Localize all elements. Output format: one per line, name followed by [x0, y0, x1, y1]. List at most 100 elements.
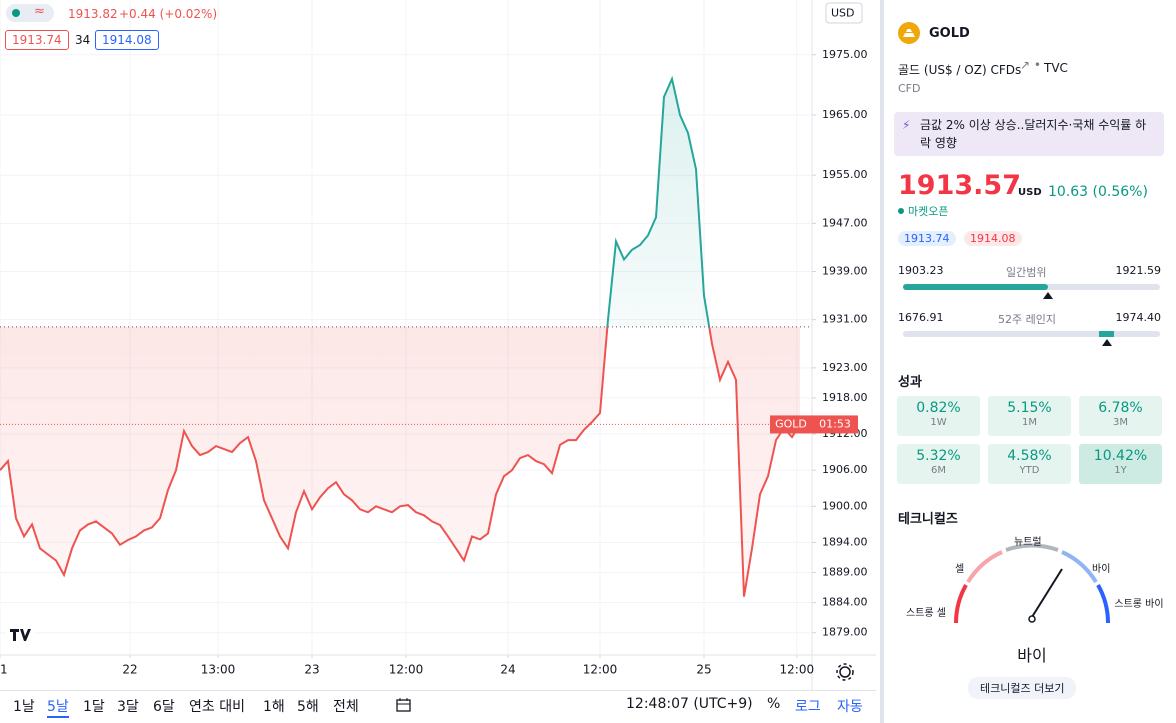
y-tick-label: 1947.00 — [822, 216, 868, 229]
year-range-fill — [1098, 331, 1115, 337]
chart: 1975.00 1965.00 1955.00 1947.00 1939.00 1931.… — [0, 0, 876, 690]
gauge-label: 뉴트럴 — [1014, 537, 1042, 548]
ask: 1914.08 — [964, 231, 1022, 246]
price-tag-label: GOLD — [775, 417, 807, 430]
range-button[interactable]: 5해 — [297, 699, 319, 715]
price-currency: USD — [1018, 187, 1042, 198]
y-tick-label: 1889.00 — [822, 566, 868, 579]
bid-box[interactable]: 1913.74 — [5, 30, 69, 50]
legend-badge[interactable]: ≈ — [6, 4, 54, 22]
countdown-tag — [812, 415, 858, 434]
status-dot — [898, 208, 904, 214]
range-button[interactable]: 연초 대비 — [189, 699, 245, 715]
performance-tile[interactable]: 5.32% 6M — [897, 444, 980, 484]
legend-change: +0.44 (+0.02%) — [119, 7, 218, 21]
tv-logo — [5, 620, 35, 650]
performance-value: 6.78% — [1098, 400, 1143, 416]
performance-tile[interactable]: 6.78% 3M — [1079, 396, 1162, 436]
range-button[interactable]: 전체 — [333, 699, 359, 715]
y-tick-label: 1918.00 — [822, 391, 868, 404]
x-tick-label: 1 — [0, 663, 8, 677]
y-tick-label: 1906.00 — [822, 463, 868, 476]
performance-period: 1M — [1022, 417, 1037, 428]
gauge-needle — [1031, 568, 1063, 618]
range-button[interactable]: 6달 — [153, 699, 175, 715]
range-button[interactable]: 5날 — [47, 696, 69, 718]
y-tick-label: 1955.00 — [822, 168, 868, 181]
divider — [0, 690, 876, 691]
x-tick-label: 13:00 — [201, 663, 236, 677]
range-button[interactable]: 1해 — [263, 699, 285, 715]
year-label: 52주 레인지 — [998, 313, 1056, 326]
y-tick-label: 1975.00 — [822, 48, 868, 61]
gauge-label: 스트롱 바이 — [1114, 599, 1164, 610]
y-tick-label: 1965.00 — [822, 108, 868, 121]
legend-icon: ≈ — [34, 4, 45, 19]
y-tick-label: 1879.00 — [822, 626, 868, 639]
price-line — [0, 75, 801, 597]
performance-tile[interactable]: 5.15% 1M — [988, 396, 1071, 436]
technicals-title: 테크니컬즈 — [898, 512, 958, 527]
settings-icon[interactable] — [836, 663, 854, 681]
range-button[interactable]: 1달 — [83, 699, 105, 715]
gauge-buy — [1061, 550, 1098, 584]
ask-box[interactable]: 1914.08 — [95, 30, 159, 50]
gauge-strong-buy — [1096, 584, 1111, 624]
external-link[interactable]: ↗ • — [1020, 58, 1041, 72]
gauge-label: 스트롱 셀 — [906, 608, 946, 619]
gauge-strong-sell — [953, 584, 968, 624]
price-change: 10.63 (0.56%) — [1048, 184, 1148, 200]
year-range-bar — [903, 331, 1160, 346]
performance-tile[interactable]: 10.42% 1Y — [1079, 444, 1162, 484]
day-low: 1903.23 — [898, 264, 944, 277]
performance-period: 6M — [931, 465, 946, 476]
baseline-area — [0, 78, 800, 597]
performance-tile[interactable]: 4.58% YTD — [988, 444, 1071, 484]
technicals-result: 바이 — [1017, 646, 1047, 665]
range-button[interactable]: 1날 — [13, 699, 35, 715]
performance-value: 4.58% — [1007, 448, 1052, 464]
performance-value: 5.15% — [1007, 400, 1052, 416]
gauge-label: 셀 — [955, 564, 965, 575]
day-label: 일간범위 — [1006, 266, 1047, 279]
x-tick-label: 23 — [304, 663, 319, 677]
toolbar-button[interactable]: 로그 — [795, 699, 821, 715]
price-tag — [770, 415, 812, 434]
legend-price: 1913.82 — [68, 7, 118, 21]
news-box[interactable]: ⚡ 금값 2% 이상 상승..달러지수·국채 수익률 하락 영향 — [894, 112, 1164, 156]
currency: USD — [831, 7, 855, 20]
range-button[interactable]: 3달 — [117, 699, 139, 715]
countdown: 01:53 — [819, 417, 851, 430]
x-tick-label: 24 — [500, 663, 515, 677]
gauge-neutral — [1005, 543, 1059, 552]
toolbar-button[interactable]: 자동 — [837, 699, 863, 715]
price: 1913.57 — [898, 170, 1021, 201]
technicals-button[interactable]: 테크니컬즈 더보기 — [968, 677, 1077, 699]
y-tick-label: 1939.00 — [822, 265, 868, 278]
performance-title: 성과 — [898, 375, 922, 390]
gauge-label: 바이 — [1092, 564, 1111, 575]
currency-button[interactable] — [825, 2, 863, 24]
bid: 1913.74 — [898, 231, 956, 246]
gauge-pivot — [1028, 615, 1036, 623]
performance-period: 1W — [930, 417, 947, 428]
toolbar-button[interactable]: % — [767, 696, 781, 712]
y-tick-label: 1894.00 — [822, 535, 868, 548]
symbol-name: 골드 (US$ / OZ) CFDs — [898, 63, 1022, 77]
performance-tile[interactable]: 0.82% 1W — [897, 396, 980, 436]
symbol-icon — [898, 22, 920, 44]
performance-period: YTD — [1019, 465, 1040, 476]
day-range-fill — [903, 284, 1048, 290]
x-tick-label: 12:00 — [780, 663, 815, 677]
status-dot — [12, 9, 20, 17]
calendar-icon[interactable] — [395, 696, 413, 714]
performance-period: 1Y — [1114, 465, 1127, 476]
plot: 1975.00 1965.00 1955.00 1947.00 1939.00 1931.… — [0, 0, 868, 677]
year-low: 1676.91 — [898, 311, 944, 324]
x-tick-label: 12:00 — [583, 663, 618, 677]
market-status: 마켓오픈 — [908, 205, 949, 218]
y-tick-label: 1884.00 — [822, 596, 868, 609]
ticker: GOLD — [929, 26, 970, 41]
year-range-marker — [1102, 339, 1113, 346]
performance-value: 0.82% — [916, 400, 961, 416]
